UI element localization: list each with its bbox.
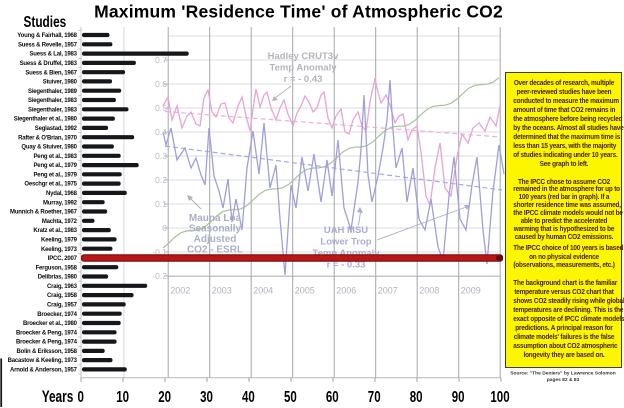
svg-text:Peng et al., 1983: Peng et al., 1983 (34, 154, 78, 160)
svg-text:pages 82 & 83: pages 82 & 83 (547, 377, 580, 383)
svg-text:0.4: 0.4 (155, 127, 167, 137)
svg-text:40: 40 (242, 387, 255, 405)
svg-text:Delibrias, 1980: Delibrias, 1980 (38, 275, 78, 281)
svg-text:-0.1: -0.1 (152, 247, 167, 257)
svg-text:70: 70 (368, 387, 381, 405)
svg-text:Machta, 1972: Machta, 1972 (42, 219, 78, 225)
svg-text:Suess & Druffel, 1983: Suess & Druffel, 1983 (20, 61, 78, 67)
svg-text:Arnold & Anderson, 1957: Arnold & Anderson, 1957 (10, 368, 78, 374)
svg-text:2004: 2004 (253, 286, 273, 296)
svg-text:Quay & Stuiver, 1980: Quay & Stuiver, 1980 (21, 145, 77, 151)
svg-text:0: 0 (77, 387, 84, 405)
svg-text:0.3: 0.3 (155, 151, 167, 161)
svg-text:Years: Years (42, 388, 74, 406)
svg-text:Broecker & Peng, 1974: Broecker & Peng, 1974 (16, 340, 78, 346)
svg-text:Source: "The Deniers" by Lawre: Source: "The Deniers" by Lawrence Solomo… (510, 371, 615, 377)
svg-text:Nydal, 1968: Nydal, 1968 (46, 191, 78, 197)
svg-text:0.1: 0.1 (155, 199, 167, 209)
svg-text:0.5: 0.5 (155, 103, 167, 113)
svg-text:20: 20 (158, 387, 171, 405)
svg-text:100: 100 (490, 387, 509, 405)
svg-text:Lower Trop: Lower Trop (320, 237, 371, 248)
svg-text:r = - 0.33: r = - 0.33 (327, 260, 366, 271)
svg-text:Temp Anomaly: Temp Anomaly (312, 248, 380, 259)
svg-text:Ferguson, 1958: Ferguson, 1958 (36, 265, 78, 271)
svg-text:IPCC, 2007: IPCC, 2007 (48, 256, 78, 262)
svg-text:Craig, 1957: Craig, 1957 (47, 303, 78, 309)
svg-text:0.6: 0.6 (155, 79, 167, 89)
svg-text:Craig, 1958: Craig, 1958 (47, 293, 78, 299)
svg-text:Bacastow & Keeling, 1973: Bacastow & Keeling, 1973 (8, 358, 78, 364)
svg-text:CO2 - ESRL: CO2 - ESRL (187, 245, 243, 256)
svg-text:Siegenthaler, 1983: Siegenthaler, 1983 (28, 107, 78, 113)
svg-text:Suess & Bien, 1967: Suess & Bien, 1967 (25, 70, 77, 76)
svg-text:Peng et al., 1979: Peng et al., 1979 (34, 172, 78, 178)
svg-text:Broecker, 1974: Broecker, 1974 (37, 312, 77, 318)
svg-text:Keeling, 1973: Keeling, 1973 (41, 247, 78, 253)
svg-text:Suess & Lal, 1983: Suess & Lal, 1983 (30, 52, 78, 58)
svg-text:-0.2: -0.2 (152, 271, 167, 281)
svg-text:Broecker et al., 1980: Broecker et al., 1980 (23, 321, 78, 327)
svg-text:Munnich & Roether, 1967: Munnich & Roether, 1967 (10, 210, 78, 216)
svg-text:Siegenthaler, 1983: Siegenthaler, 1983 (28, 98, 78, 104)
svg-text:2009: 2009 (461, 286, 481, 296)
svg-text:80: 80 (410, 387, 423, 405)
svg-text:50: 50 (284, 387, 297, 405)
svg-text:30: 30 (200, 387, 213, 405)
svg-text:Kratz et al., 1983: Kratz et al., 1983 (33, 228, 77, 234)
svg-text:Suess & Revelle, 1957: Suess & Revelle, 1957 (18, 42, 78, 48)
svg-text:0: 0 (162, 223, 167, 233)
svg-text:60: 60 (326, 387, 339, 405)
svg-text:UAH MSU: UAH MSU (324, 225, 368, 236)
svg-text:Hadley CRUT3v: Hadley CRUT3v (268, 51, 339, 62)
svg-text:10: 10 (116, 387, 129, 405)
svg-text:Seasonally: Seasonally (189, 224, 242, 235)
svg-text:Peng et al., 1979: Peng et al., 1979 (34, 163, 78, 169)
svg-text:Keeling, 1979: Keeling, 1979 (41, 238, 78, 244)
svg-text:r = - 0.43: r = - 0.43 (284, 74, 323, 85)
svg-text:Seglastad, 1992: Seglastad, 1992 (35, 126, 78, 132)
svg-text:0.7: 0.7 (155, 55, 167, 65)
svg-text:Craig, 1963: Craig, 1963 (47, 284, 78, 290)
svg-text:2007: 2007 (378, 286, 398, 296)
svg-text:Maximum 'Residence Time' of At: Maximum 'Residence Time' of Atmospheric … (94, 2, 503, 22)
svg-text:Stuiver, 1980: Stuiver, 1980 (43, 80, 78, 86)
svg-text:Temp Anomaly: Temp Anomaly (269, 63, 337, 74)
svg-text:0.2: 0.2 (155, 175, 167, 185)
svg-text:2005: 2005 (295, 286, 315, 296)
svg-text:Mauna Loa: Mauna Loa (189, 213, 242, 224)
svg-text:2008: 2008 (419, 286, 439, 296)
svg-text:Murray, 1992: Murray, 1992 (43, 200, 78, 206)
svg-text:Bolin & Eriksson, 1958: Bolin & Eriksson, 1958 (17, 349, 78, 355)
svg-text:Young & Fairhall, 1968: Young & Fairhall, 1968 (17, 33, 77, 39)
svg-text:90: 90 (452, 387, 465, 405)
svg-text:Oeschgr et al., 1975: Oeschgr et al., 1975 (24, 182, 77, 188)
svg-text:Studies: Studies (24, 12, 67, 30)
svg-text:Siegenthaler, 1989: Siegenthaler, 1989 (28, 89, 78, 95)
svg-text:Broecker & Peng, 1974: Broecker & Peng, 1974 (16, 330, 78, 336)
svg-text:2006: 2006 (336, 286, 356, 296)
svg-text:Siegenthaler et al., 1980: Siegenthaler et al., 1980 (14, 117, 78, 123)
svg-text:2003: 2003 (212, 286, 232, 296)
svg-text:Rafter & O'Brian, 1970: Rafter & O'Brian, 1970 (18, 135, 78, 141)
svg-text:Adjusted: Adjusted (194, 234, 237, 245)
svg-text:2002: 2002 (170, 286, 190, 296)
